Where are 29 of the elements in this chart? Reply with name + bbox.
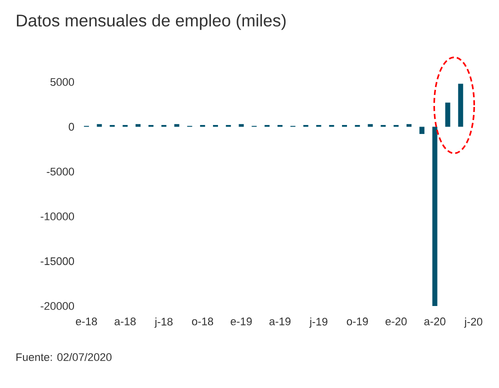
bar bbox=[136, 124, 141, 127]
x-tick-label: e-20 bbox=[386, 318, 407, 326]
y-tick-label: -5000 bbox=[46, 168, 74, 176]
bar bbox=[96, 124, 102, 127]
y-tick-label: -20000 bbox=[40, 302, 74, 310]
bar bbox=[432, 126, 438, 306]
x-tick-label: o-18 bbox=[192, 318, 214, 326]
source-note: Fuente: 02/07/2020 bbox=[16, 352, 112, 362]
x-tick-label: a-18 bbox=[114, 318, 136, 326]
bar bbox=[368, 124, 373, 127]
bar bbox=[419, 126, 424, 134]
bar bbox=[238, 124, 244, 127]
chart-title: Datos mensuales de empleo (miles) bbox=[16, 14, 286, 30]
y-tick-label: 5000 bbox=[50, 78, 74, 86]
bar bbox=[174, 124, 180, 127]
x-tick-label: a-20 bbox=[424, 318, 446, 326]
y-tick-label: -15000 bbox=[40, 257, 74, 266]
bar bbox=[458, 84, 464, 127]
x-tick-label: o-19 bbox=[346, 318, 368, 326]
x-tick-label: e-19 bbox=[230, 318, 252, 326]
y-tick-label: -10000 bbox=[40, 212, 74, 220]
x-tick-label: j-20 bbox=[464, 318, 482, 328]
bar bbox=[445, 102, 450, 127]
x-tick-label: e-18 bbox=[76, 318, 97, 326]
bar bbox=[406, 124, 412, 127]
x-tick-label: a-19 bbox=[269, 318, 290, 326]
y-tick-label: 0 bbox=[68, 122, 74, 131]
x-tick-label: j-19 bbox=[309, 318, 328, 328]
x-tick-label: j-18 bbox=[154, 318, 173, 328]
